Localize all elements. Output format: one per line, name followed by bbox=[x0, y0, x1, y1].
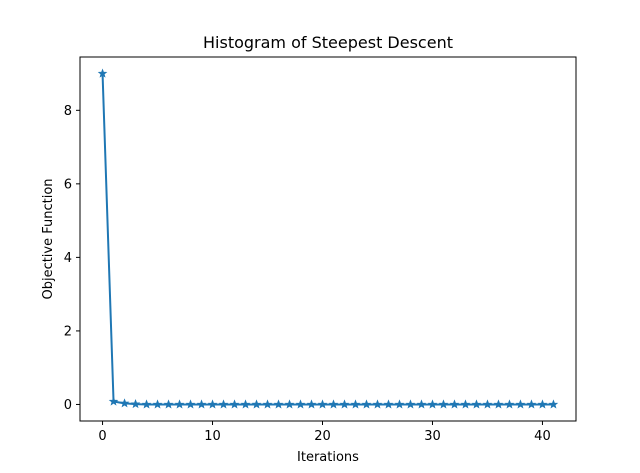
data-point-star bbox=[240, 399, 251, 409]
data-point-star bbox=[273, 399, 284, 409]
data-point-star bbox=[317, 399, 328, 409]
data-point-star bbox=[493, 399, 504, 409]
chart-title: Histogram of Steepest Descent bbox=[203, 33, 453, 52]
data-point-star bbox=[119, 398, 130, 408]
data-point-star bbox=[361, 399, 372, 409]
y-tick-label: 6 bbox=[64, 177, 72, 192]
axis-ticks: 0 10 20 30 40 0 2 4 6 8 bbox=[64, 104, 551, 444]
data-point-star bbox=[537, 399, 548, 409]
data-point-star bbox=[251, 399, 262, 409]
data-point-star bbox=[152, 399, 163, 409]
data-point-star bbox=[163, 399, 174, 409]
y-tick-label: 4 bbox=[64, 251, 72, 266]
data-point-star bbox=[383, 399, 394, 409]
data-point-star bbox=[295, 399, 306, 409]
data-point-star bbox=[449, 399, 460, 409]
data-point-star bbox=[229, 399, 240, 409]
data-point-star bbox=[207, 399, 218, 409]
y-axis-label: Objective Function bbox=[41, 178, 56, 299]
data-point-star bbox=[196, 399, 207, 409]
data-point-star bbox=[284, 399, 295, 409]
x-tick-label: 40 bbox=[534, 429, 551, 444]
data-point-star bbox=[504, 399, 515, 409]
x-tick-label: 10 bbox=[204, 429, 221, 444]
data-point-star bbox=[328, 399, 339, 409]
data-point-star bbox=[218, 399, 229, 409]
x-tick-label: 30 bbox=[424, 429, 441, 444]
data-point-star bbox=[174, 399, 185, 409]
y-tick-label: 8 bbox=[64, 104, 72, 119]
data-point-star bbox=[526, 399, 537, 409]
data-point-star bbox=[394, 399, 405, 409]
data-point-star bbox=[548, 399, 559, 409]
plot-area bbox=[97, 68, 559, 409]
x-tick-label: 0 bbox=[98, 429, 106, 444]
data-point-star bbox=[427, 399, 438, 409]
data-point-star bbox=[471, 399, 482, 409]
axes-frame bbox=[79, 56, 577, 422]
data-point-star bbox=[460, 399, 471, 409]
data-point-star bbox=[262, 399, 273, 409]
data-point-star bbox=[515, 399, 526, 409]
data-point-star bbox=[350, 399, 361, 409]
x-tick-label: 20 bbox=[314, 429, 331, 444]
data-point-star bbox=[97, 68, 108, 78]
y-tick-label: 0 bbox=[64, 398, 72, 413]
data-point-star bbox=[482, 399, 493, 409]
data-point-star bbox=[372, 399, 383, 409]
data-point-star bbox=[438, 399, 449, 409]
data-point-star bbox=[306, 399, 317, 409]
data-point-star bbox=[185, 399, 196, 409]
data-point-star bbox=[416, 399, 427, 409]
data-point-star bbox=[339, 399, 350, 409]
data-point-star bbox=[141, 399, 152, 409]
y-tick-label: 2 bbox=[64, 324, 72, 339]
data-point-star bbox=[405, 399, 416, 409]
data-point-star bbox=[108, 396, 119, 406]
data-point-star bbox=[130, 399, 141, 409]
x-axis-label: Iterations bbox=[297, 450, 359, 465]
